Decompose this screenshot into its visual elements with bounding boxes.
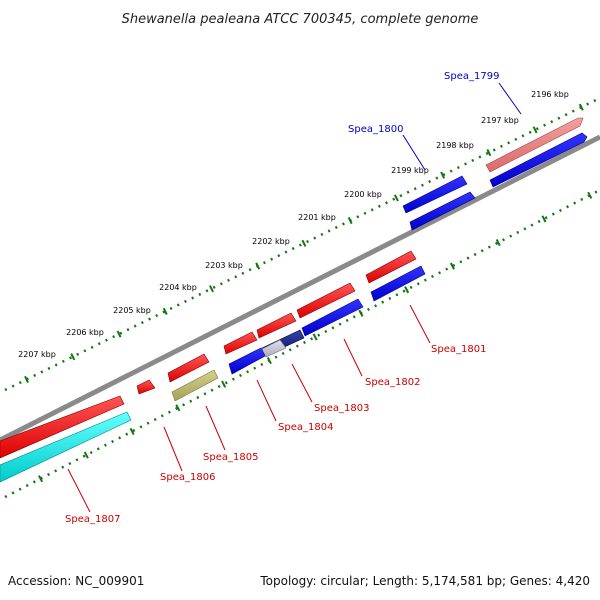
- major-tick: [24, 375, 29, 384]
- leader-line: [256, 379, 277, 422]
- scale-label: 2204 kbp: [159, 283, 197, 292]
- gene-label-spea-1800[interactable]: Spea_1800: [348, 124, 403, 135]
- major-ticks: [24, 103, 593, 483]
- major-tick: [38, 475, 44, 483]
- gene-features: [0, 117, 588, 483]
- scale-label: 2199 kbp: [391, 166, 429, 175]
- gene-labels: Spea_1799 Spea_1800 Spea_1801 Spea_1802 …: [65, 71, 499, 525]
- major-tick: [404, 286, 410, 294]
- leader-line: [409, 304, 431, 344]
- gene-label-spea-1801[interactable]: Spea_1801: [431, 344, 486, 355]
- genome-summary-text: Topology: circular; Length: 5,174,581 bp…: [260, 574, 590, 588]
- major-tick: [312, 333, 318, 341]
- major-tick: [70, 353, 76, 361]
- gene-arrow-spea-1800-lower[interactable]: [409, 191, 476, 231]
- inner-dotted-track: [4, 188, 600, 499]
- gene-arrow-spea-1803-grey[interactable]: [261, 339, 287, 358]
- major-tick: [440, 171, 446, 179]
- major-tick: [209, 285, 214, 293]
- major-tick: [266, 357, 272, 365]
- leader-line: [402, 134, 426, 171]
- leader-line: [291, 363, 313, 403]
- major-tick: [129, 427, 135, 435]
- scale-label: 2205 kbp: [113, 306, 151, 315]
- major-tick: [116, 330, 122, 338]
- major-tick: [347, 217, 353, 225]
- major-tick: [255, 262, 261, 270]
- scale-label: 2196 kbp: [531, 90, 569, 99]
- major-tick: [495, 238, 501, 247]
- gene-arrow-spea-1804-red[interactable]: [223, 331, 258, 355]
- gene-arrow-spea-1803-red[interactable]: [256, 312, 297, 339]
- gene-label-spea-1806[interactable]: Spea_1806: [160, 472, 215, 483]
- major-tick: [393, 194, 399, 202]
- genome-backbone: [0, 134, 600, 443]
- scale-label: 2201 kbp: [298, 213, 336, 222]
- gene-arrow-spea-1800[interactable]: [402, 175, 468, 214]
- scale-label: 2198 kbp: [436, 141, 474, 150]
- scale-label: 2207 kbp: [18, 350, 56, 359]
- gene-arrow-spea-1802-blue[interactable]: [301, 298, 364, 337]
- major-tick: [578, 103, 584, 111]
- major-tick: [162, 307, 168, 315]
- leader-line: [498, 82, 522, 115]
- gene-label-spea-1802[interactable]: Spea_1802: [365, 377, 420, 388]
- scale-tracks: [4, 96, 600, 499]
- gene-label-spea-1807[interactable]: Spea_1807: [65, 514, 120, 525]
- gene-arrow-spea-1799-blue[interactable]: [489, 132, 588, 188]
- gene-arrow-spea-1807-red[interactable]: [0, 395, 125, 459]
- leader-line: [67, 468, 91, 513]
- accession-text: Accession: NC_009901: [8, 574, 145, 588]
- major-tick: [358, 309, 364, 317]
- major-tick: [175, 404, 181, 412]
- gene-label-spea-1805[interactable]: Spea_1805: [203, 452, 258, 463]
- scale-label: 2206 kbp: [66, 328, 104, 337]
- major-tick: [587, 191, 593, 199]
- scale-label: 2197 kbp: [481, 116, 519, 125]
- major-tick: [541, 215, 547, 223]
- major-tick: [301, 239, 307, 247]
- gene-arrow-spea-1801-blue[interactable]: [370, 265, 426, 302]
- leader-line: [205, 405, 226, 451]
- gene-arrow-spea-1799-pink[interactable]: [485, 117, 584, 173]
- leader-line: [343, 338, 363, 377]
- gene-arrow-spea-1806[interactable]: [136, 379, 156, 395]
- label-leaders: [67, 82, 522, 513]
- scale-label: 2203 kbp: [205, 261, 243, 270]
- major-tick: [83, 451, 89, 459]
- gene-arrow-spea-1807-cyan[interactable]: [0, 411, 132, 483]
- leader-line: [163, 426, 183, 472]
- outer-dotted-track: [4, 96, 600, 392]
- gene-arrow-spea-1804-blue[interactable]: [228, 347, 266, 375]
- major-tick: [449, 262, 455, 270]
- scale-labels: 2196 kbp 2197 kbp 2198 kbp 2199 kbp 2200…: [18, 90, 569, 359]
- gene-arrow-spea-1801-red[interactable]: [365, 250, 417, 284]
- map-title: Shewanella pealeana ATCC 700345, complet…: [122, 12, 479, 27]
- scale-label: 2200 kbp: [344, 190, 382, 199]
- gene-arrow-spea-1802-red[interactable]: [296, 282, 356, 319]
- major-tick: [532, 126, 538, 134]
- major-tick: [221, 380, 227, 388]
- gene-arrow-spea-1805-red[interactable]: [167, 353, 210, 383]
- gene-label-spea-1803[interactable]: Spea_1803: [314, 403, 369, 414]
- gene-label-spea-1804[interactable]: Spea_1804: [278, 422, 333, 433]
- scale-label: 2202 kbp: [252, 237, 290, 246]
- gene-arrow-spea-1805-olive[interactable]: [171, 369, 219, 402]
- major-tick: [486, 148, 492, 157]
- gene-label-spea-1799[interactable]: Spea_1799: [444, 71, 499, 82]
